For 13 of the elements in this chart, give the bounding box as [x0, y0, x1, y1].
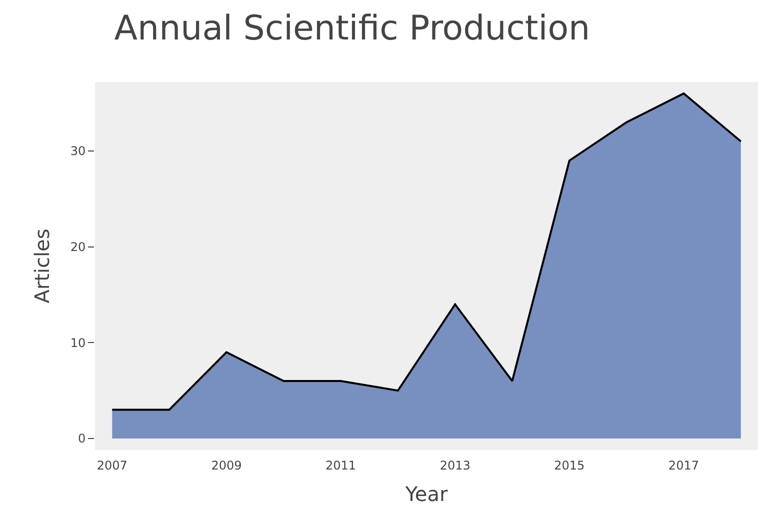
- y-tick-label: 10: [70, 336, 86, 350]
- x-tick-label: 2013: [440, 458, 470, 472]
- x-tick-label: 2017: [668, 458, 699, 472]
- chart-title: Annual Scientific Production: [114, 8, 590, 49]
- y-axis-title: Articles: [30, 228, 54, 304]
- y-tick-label: 30: [70, 144, 86, 158]
- x-tick-label: 2011: [325, 458, 356, 472]
- x-tick-label: 2009: [211, 458, 242, 472]
- y-tick-label: 20: [70, 240, 86, 254]
- x-tick-label: 2007: [96, 458, 128, 472]
- x-axis-title: Year: [404, 482, 448, 506]
- y-tick-label: 0: [78, 432, 86, 446]
- x-tick-label: 2015: [554, 458, 585, 472]
